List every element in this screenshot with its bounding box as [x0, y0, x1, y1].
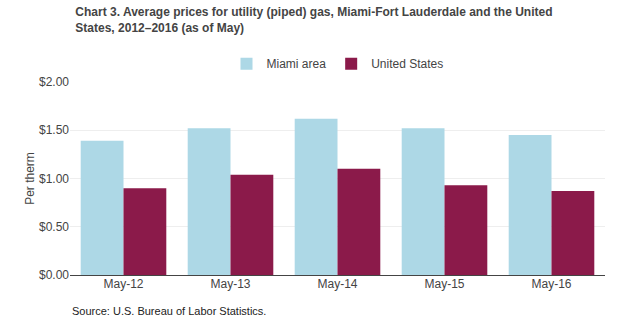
svg-text:Chart 3. Average prices for ut: Chart 3. Average prices for utility (pip…: [75, 5, 552, 35]
svg-text:May-16: May-16: [531, 277, 571, 291]
svg-text:May-13: May-13: [210, 277, 250, 291]
svg-text:May-14: May-14: [317, 277, 357, 291]
svg-text:Per therm: Per therm: [23, 152, 37, 205]
svg-text:$0.50: $0.50: [39, 220, 69, 234]
svg-text:$1.00: $1.00: [39, 172, 69, 186]
svg-text:May-15: May-15: [424, 277, 464, 291]
svg-text:May-12: May-12: [103, 277, 143, 291]
svg-text:Miami area: Miami area: [267, 57, 327, 71]
svg-text:$2.00: $2.00: [39, 75, 69, 89]
svg-text:$1.50: $1.50: [39, 123, 69, 137]
svg-text:United States: United States: [371, 57, 443, 71]
svg-text:$0.00: $0.00: [39, 268, 69, 282]
svg-text:Source: U.S. Bureau of Labor S: Source: U.S. Bureau of Labor Statistics.: [72, 305, 266, 317]
